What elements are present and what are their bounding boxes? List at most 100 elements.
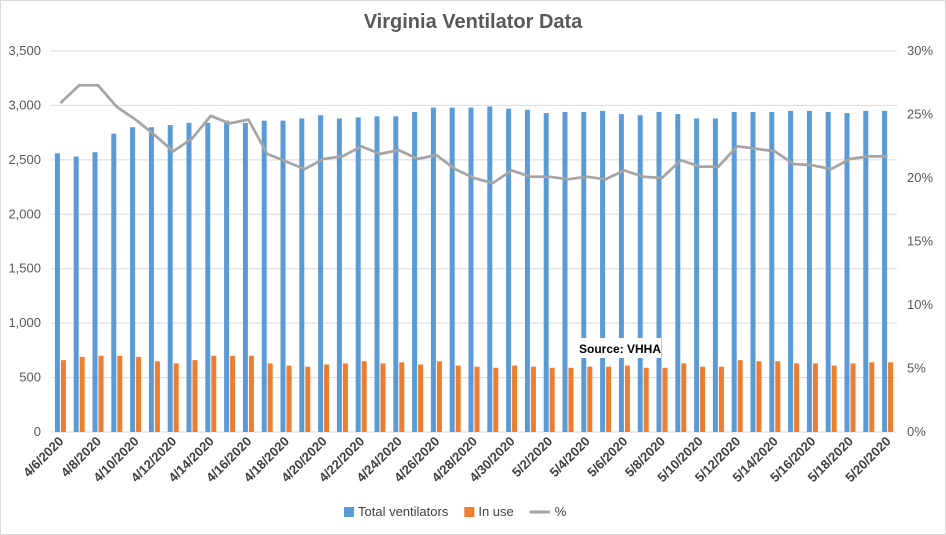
bar-total-ventilators <box>111 133 117 432</box>
bar-total-ventilators <box>825 111 831 433</box>
bar-in-use <box>248 355 254 432</box>
bar-total-ventilators <box>581 111 587 433</box>
y-tick-label: 2,500 <box>8 152 41 167</box>
bar-in-use <box>681 363 687 432</box>
bar-total-ventilators <box>468 107 474 432</box>
bar-total-ventilators <box>186 122 192 433</box>
bar-in-use <box>474 366 480 432</box>
y-axis-right: 0% 5% 10% 15% 20% 25% 30% <box>907 43 933 439</box>
bar-total-ventilators <box>487 106 493 432</box>
x-tick-label: 5/4/2020 <box>547 434 593 480</box>
bar-total-ventilators <box>637 115 643 433</box>
bar-in-use <box>418 364 424 432</box>
bar-total-ventilators <box>788 110 794 432</box>
bar-total-ventilators <box>92 152 98 433</box>
bar-in-use <box>549 367 555 432</box>
y-tick-label: 1,000 <box>8 315 41 330</box>
bar-series <box>54 106 894 433</box>
bar-in-use <box>643 367 649 432</box>
bar-in-use <box>756 361 762 432</box>
bar-in-use <box>624 365 630 432</box>
bar-in-use <box>568 367 574 432</box>
bar-in-use <box>737 360 743 432</box>
bar-in-use <box>700 366 706 432</box>
bar-total-ventilators <box>242 122 248 433</box>
y2-tick-label: 25% <box>907 107 933 122</box>
bar-in-use <box>812 363 818 432</box>
bar-in-use <box>60 360 66 432</box>
bar-total-ventilators <box>712 118 718 433</box>
bar-in-use <box>512 365 518 432</box>
bar-total-ventilators <box>148 127 154 432</box>
x-tick-label: 4/6/2020 <box>20 434 66 480</box>
bar-in-use <box>117 355 123 432</box>
y2-tick-label: 20% <box>907 170 933 185</box>
bar-total-ventilators <box>769 111 775 433</box>
source-annotation: Source: VHHA <box>579 342 661 356</box>
legend-label: % <box>555 504 567 519</box>
y-tick-label: 1,500 <box>8 261 41 276</box>
bar-total-ventilators <box>430 107 436 432</box>
bar-in-use <box>324 364 330 432</box>
bar-total-ventilators <box>224 120 230 432</box>
bar-total-ventilators <box>355 117 361 432</box>
legend-swatch <box>344 507 354 517</box>
bar-in-use <box>436 361 442 432</box>
bar-total-ventilators <box>863 110 869 432</box>
bar-in-use <box>192 360 198 432</box>
x-tick-label: 5/2/2020 <box>509 434 555 480</box>
bar-total-ventilators <box>374 116 380 433</box>
y-axis-left: 0 500 1,000 1,500 2,000 2,500 3,000 3,500 <box>8 43 41 439</box>
bar-in-use <box>888 362 894 432</box>
line-series <box>59 83 888 185</box>
bar-in-use <box>587 366 593 432</box>
bar-in-use <box>267 363 273 432</box>
bar-in-use <box>154 361 160 432</box>
annotation-background <box>575 338 661 358</box>
y2-tick-label: 30% <box>907 43 933 58</box>
bar-in-use <box>718 366 724 432</box>
bar-total-ventilators <box>167 125 173 432</box>
bar-in-use <box>230 355 236 432</box>
legend-swatch <box>464 507 475 517</box>
bar-in-use <box>493 367 499 432</box>
x-tick-label: 5/6/2020 <box>584 434 630 480</box>
y2-tick-label: 15% <box>907 234 933 249</box>
chart-title: Virginia Ventilator Data <box>364 11 583 33</box>
bar-total-ventilators <box>750 111 756 433</box>
bar-total-ventilators <box>261 120 267 432</box>
bar-in-use <box>399 362 405 432</box>
bar-total-ventilators <box>844 113 850 432</box>
bar-total-ventilators <box>299 118 305 433</box>
bar-total-ventilators <box>618 114 624 432</box>
y2-tick-label: 0% <box>907 424 926 439</box>
bar-in-use <box>79 356 85 432</box>
bar-in-use <box>286 365 292 432</box>
bar-total-ventilators <box>806 110 812 432</box>
y-tick-label: 2,000 <box>8 206 41 221</box>
y-tick-label: 0 <box>34 424 41 439</box>
gridlines <box>51 50 897 433</box>
y2-tick-label: 10% <box>907 297 933 312</box>
bar-in-use <box>775 361 781 432</box>
bar-total-ventilators <box>318 115 324 433</box>
legend-label: Total ventilators <box>358 504 449 519</box>
line-percent <box>59 83 888 185</box>
bar-in-use <box>831 365 837 432</box>
bar-in-use <box>794 363 800 432</box>
bar-total-ventilators <box>393 116 399 433</box>
bar-total-ventilators <box>506 108 512 433</box>
bar-total-ventilators <box>731 111 737 433</box>
bar-total-ventilators <box>694 118 700 433</box>
bar-total-ventilators <box>412 111 418 433</box>
bar-in-use <box>342 363 348 432</box>
bar-in-use <box>869 362 875 432</box>
bar-total-ventilators <box>562 111 568 433</box>
bar-in-use <box>173 363 179 432</box>
bar-in-use <box>98 355 104 432</box>
bar-total-ventilators <box>73 156 79 432</box>
bar-in-use <box>662 367 668 432</box>
bar-in-use <box>305 366 311 432</box>
